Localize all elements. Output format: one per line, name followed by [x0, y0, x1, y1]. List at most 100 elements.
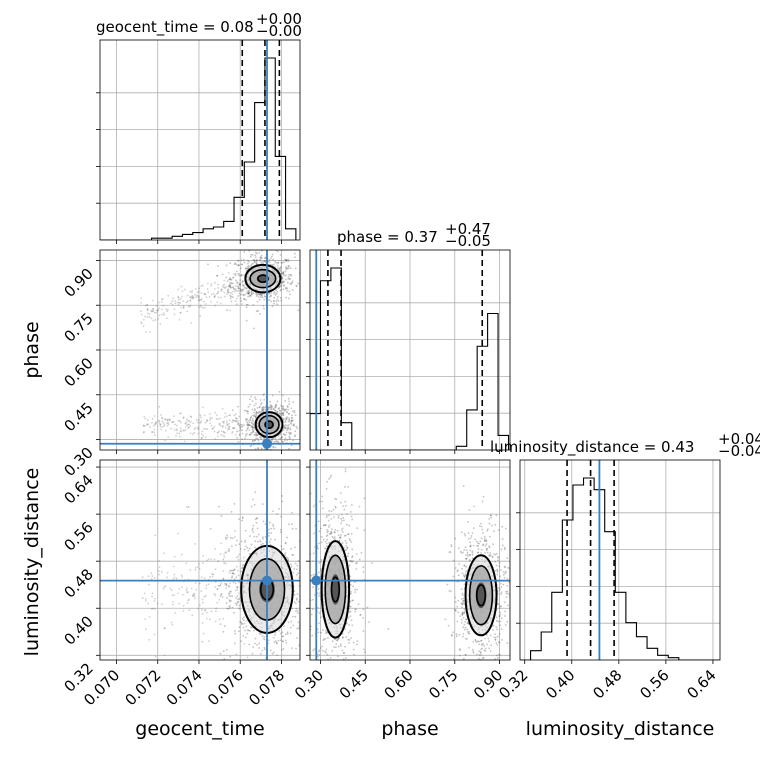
sample-point	[270, 532, 273, 534]
sample-point	[356, 640, 359, 643]
sample-point	[179, 311, 182, 314]
x-tick-label-phase: 0.75	[425, 666, 461, 702]
sample-point	[290, 407, 293, 410]
sample-point	[304, 556, 306, 558]
sample-point	[264, 648, 266, 651]
sample-point	[210, 610, 213, 613]
sample-point	[262, 520, 265, 523]
sample-point	[252, 498, 254, 501]
sample-point	[322, 639, 325, 642]
sample-point	[302, 605, 304, 607]
sample-point	[494, 638, 497, 641]
sample-point	[277, 639, 280, 642]
sample-point	[219, 302, 222, 305]
sample-point	[470, 535, 473, 537]
sample-point	[151, 307, 154, 310]
sample-point	[188, 305, 191, 308]
sample-point	[344, 470, 347, 473]
sample-point	[457, 547, 460, 550]
sample-point	[184, 426, 187, 428]
sample-point	[257, 540, 259, 543]
sample-point	[338, 539, 341, 542]
sample-point	[240, 540, 243, 543]
sample-point	[303, 601, 305, 603]
sample-point	[253, 414, 255, 417]
sample-point	[289, 283, 292, 285]
sample-point	[201, 622, 204, 624]
sample-point	[258, 405, 261, 408]
sample-point	[260, 294, 263, 296]
sample-point	[229, 284, 232, 287]
sample-point	[264, 295, 266, 298]
sample-point	[249, 535, 251, 537]
sample-point	[282, 413, 285, 416]
sample-point	[337, 515, 340, 517]
sample-point	[498, 561, 501, 564]
sample-point	[465, 549, 468, 552]
sample-point	[502, 570, 505, 573]
sample-point	[302, 572, 304, 574]
sample-point	[332, 664, 334, 666]
sample-point	[151, 421, 153, 424]
sample-point	[218, 584, 221, 587]
sample-point	[461, 612, 464, 615]
sample-point	[343, 519, 345, 522]
sample-point	[251, 400, 254, 403]
sample-point	[173, 593, 175, 596]
sample-point	[298, 627, 300, 630]
sample-point	[290, 423, 293, 425]
sample-point	[366, 606, 369, 609]
sample-point	[224, 286, 226, 289]
sample-point	[355, 608, 357, 611]
sample-point	[243, 424, 246, 427]
sample-point	[499, 605, 502, 608]
sample-point	[203, 595, 206, 598]
sample-point	[273, 641, 276, 644]
sample-point	[496, 602, 499, 605]
sample-point	[162, 304, 165, 307]
sample-point	[279, 289, 282, 292]
sample-point	[350, 559, 352, 562]
sample-point	[495, 626, 498, 629]
sample-point	[177, 288, 180, 291]
sample-point	[242, 297, 245, 300]
sample-point	[489, 555, 491, 557]
sample-point	[262, 408, 265, 411]
sample-point	[344, 628, 346, 630]
sample-point	[279, 528, 282, 531]
sample-point	[346, 547, 349, 550]
sample-point	[512, 645, 514, 647]
sample-point	[290, 547, 292, 550]
sample-point	[284, 258, 287, 261]
sample-point	[250, 626, 252, 629]
sample-point	[252, 422, 255, 425]
sample-point	[481, 528, 484, 531]
sample-point	[227, 291, 230, 294]
sample-point	[256, 293, 258, 295]
sample-point	[163, 552, 165, 555]
sample-point	[516, 603, 518, 605]
sample-point	[282, 635, 285, 638]
title-phase-plus: +0.47	[445, 220, 491, 238]
sample-point	[334, 538, 337, 541]
sample-point	[268, 296, 271, 298]
sample-point	[231, 430, 234, 433]
sample-point	[165, 429, 167, 432]
sample-point	[248, 433, 251, 436]
sample-point	[362, 617, 365, 619]
sample-point	[290, 675, 292, 677]
sample-point	[348, 538, 351, 540]
sample-point	[274, 409, 276, 412]
sample-point	[488, 546, 491, 549]
sample-point	[485, 549, 488, 552]
sample-point	[238, 415, 241, 418]
sample-point	[226, 423, 228, 426]
sample-point	[319, 688, 321, 690]
sample-point	[247, 424, 250, 427]
sample-point	[271, 652, 274, 655]
sample-point	[253, 404, 256, 407]
sample-point	[158, 314, 161, 317]
sample-point	[247, 292, 250, 295]
sample-point	[498, 632, 501, 635]
sample-point	[156, 309, 159, 312]
